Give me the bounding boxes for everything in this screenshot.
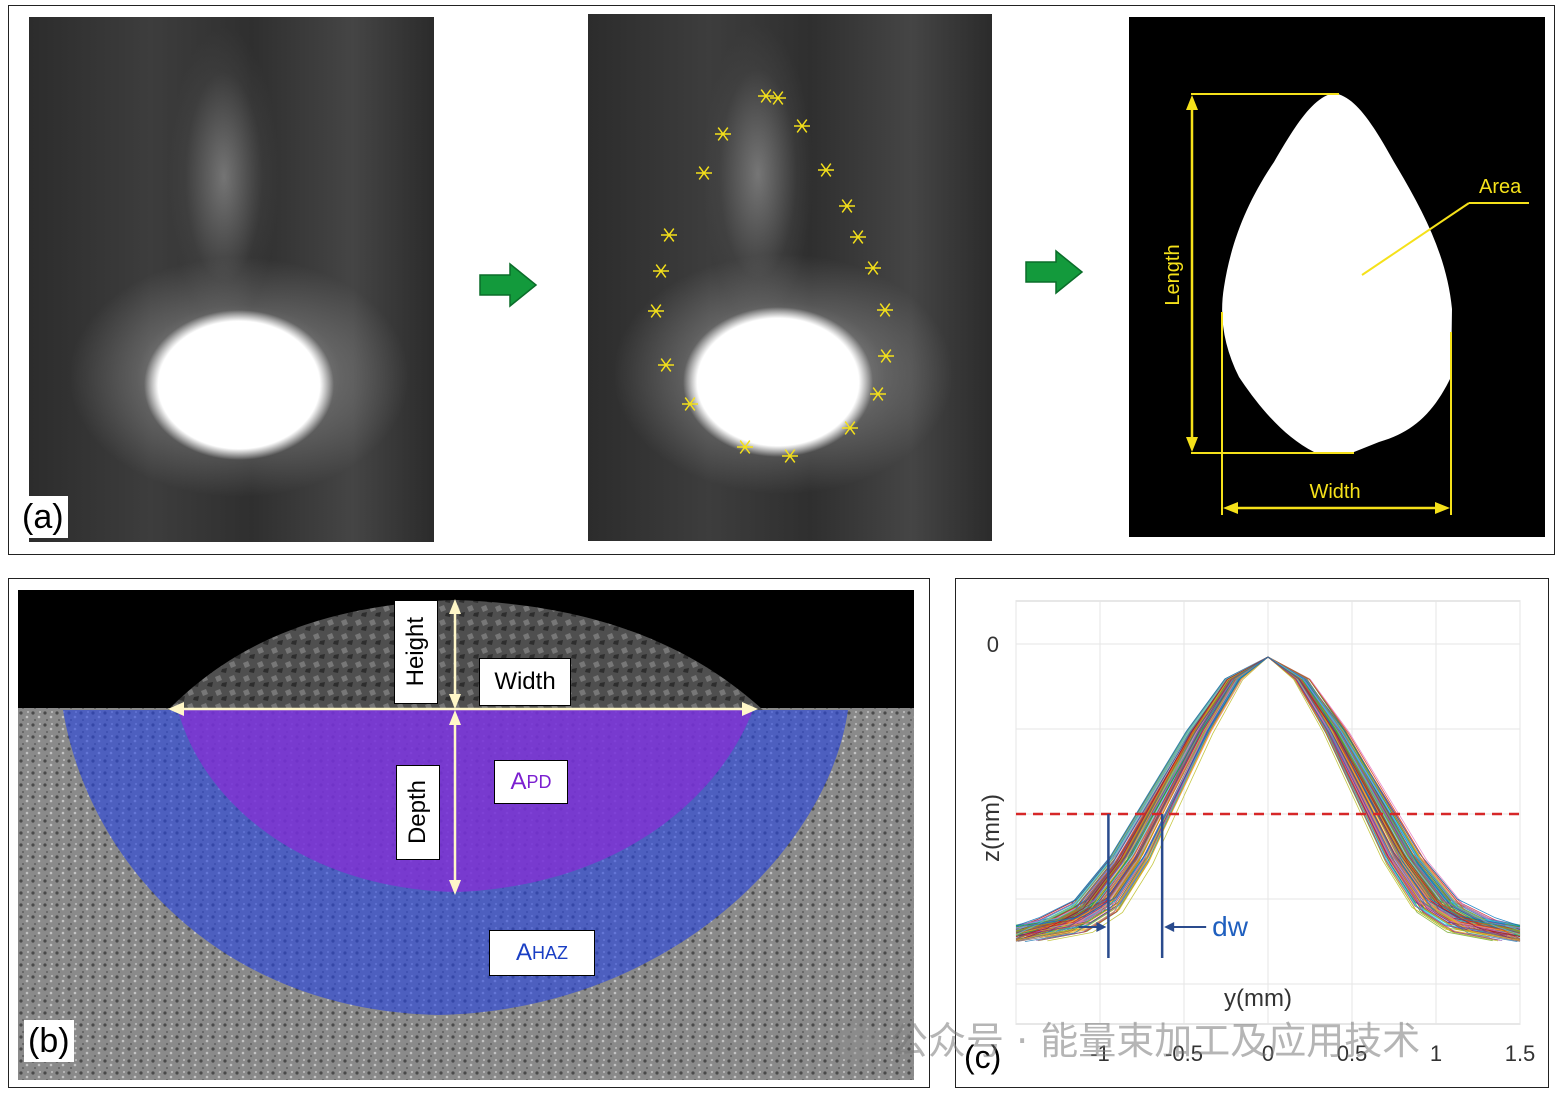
x-tick-label: 0.5 — [1337, 1041, 1368, 1066]
panel-c-label: (c) — [960, 1036, 1006, 1078]
boundary-marker — [839, 199, 855, 213]
x-tick-label: -1 — [1090, 1041, 1110, 1066]
boundary-marker — [661, 228, 677, 242]
boundary-marker — [865, 261, 881, 275]
melt-pool-silhouette — [1222, 93, 1452, 452]
boundary-marker — [818, 163, 834, 177]
x-tick-label: 1.5 — [1505, 1041, 1536, 1066]
y-axis-label: z(mm) — [978, 794, 1005, 862]
arrow-right-icon — [479, 262, 538, 308]
boundary-marker — [770, 91, 786, 105]
width-label: Width — [1309, 481, 1360, 503]
depth-label: Depth — [396, 765, 440, 860]
x-axis-label: y(mm) — [1224, 985, 1292, 1012]
dw-label: dw — [1212, 911, 1249, 942]
x-tick-label: -0.5 — [1165, 1041, 1203, 1066]
x-tick-label: 0 — [1262, 1041, 1274, 1066]
length-label: Length — [1162, 244, 1184, 305]
dw-arrow-head — [1096, 922, 1107, 932]
width-label-b: Width — [479, 658, 571, 706]
boundary-marker — [648, 304, 664, 318]
panel-b-label: (b) — [24, 1020, 74, 1062]
profile-chart: dw -1 -0.5 0 0.5 1 1.5 0 y(mm) z(mm) — [978, 600, 1536, 1066]
boundary-marker — [682, 397, 698, 411]
watermark: 公众号 · 能量束加工及应用技术 — [838, 1010, 1420, 1065]
height-label: Height — [394, 600, 438, 704]
boundary-marker — [870, 387, 886, 401]
boundary-marker — [878, 349, 894, 363]
profile-line — [1027, 656, 1506, 927]
arrow-right-icon — [1025, 249, 1084, 295]
boundary-marker — [782, 449, 798, 463]
boundary-marker — [658, 358, 674, 372]
binary-melt-pool-shape: Area Length Width — [1129, 17, 1545, 537]
panel-a-label: (a) — [18, 496, 68, 538]
boundary-marker — [877, 303, 893, 317]
boundary-marker — [653, 264, 669, 278]
y-tick-label: 0 — [987, 632, 999, 657]
weld-bead — [168, 600, 763, 710]
melt-pool-photo-marked — [588, 14, 992, 541]
region-label-pd: A PD — [494, 760, 568, 804]
region-label-haz: A HAZ — [489, 930, 595, 976]
pd-region — [178, 710, 753, 892]
boundary-marker — [758, 89, 774, 103]
cross-section-micrograph — [18, 590, 914, 1080]
boundary-marker — [850, 230, 866, 244]
boundary-marker — [715, 127, 731, 141]
boundary-marker — [794, 119, 810, 133]
watermark-logo-icon — [838, 1022, 880, 1065]
boundary-marker — [842, 421, 858, 435]
boundary-marker — [696, 166, 712, 180]
boundary-markers — [648, 89, 894, 463]
melt-pool-photo-raw — [29, 17, 434, 542]
area-label: Area — [1479, 176, 1522, 198]
boundary-marker — [737, 440, 753, 454]
x-tick-label: 1 — [1430, 1041, 1442, 1066]
dw-arrow-head — [1164, 922, 1175, 932]
